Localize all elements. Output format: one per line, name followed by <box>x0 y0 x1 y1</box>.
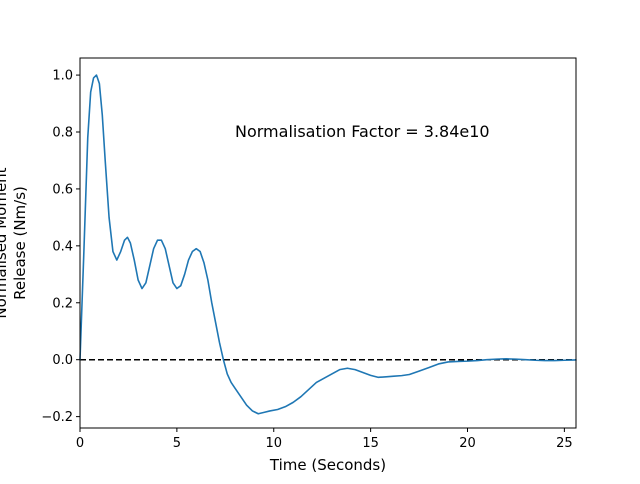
y-tick-layer: −0.2 0.0 0.2 0.4 0.6 0.8 1.0 <box>41 69 80 425</box>
y-tick-label: 0.8 <box>52 126 73 141</box>
y-tick-label: −0.2 <box>41 410 73 425</box>
plot-frame <box>79 57 577 429</box>
x-tick-layer: 0 5 10 15 20 25 <box>76 428 573 451</box>
x-axis-label: Time (Seconds) <box>269 456 386 474</box>
x-tick-label: 0 <box>76 436 84 451</box>
series-layer <box>79 74 577 415</box>
y-tick-label: 1.0 <box>52 69 73 84</box>
x-tick-label: 5 <box>173 436 181 451</box>
x-tick-label: 20 <box>459 436 476 451</box>
y-tick-label: 0.6 <box>52 182 73 197</box>
y-axis-label-line-1: Normalised Moment <box>0 167 10 318</box>
annotation-text: Normalisation Factor = 3.84e10 <box>235 122 490 141</box>
x-tick-label: 15 <box>362 436 379 451</box>
y-tick-label: 0.4 <box>52 239 73 254</box>
y-tick-label: 0.0 <box>52 353 73 368</box>
series-line-0 <box>79 74 577 415</box>
x-tick-label: 10 <box>265 436 282 451</box>
y-tick-label: 0.2 <box>52 296 73 311</box>
x-tick-label: 25 <box>556 436 573 451</box>
y-axis-label-line-2: Release (Nm/s) <box>11 186 29 300</box>
